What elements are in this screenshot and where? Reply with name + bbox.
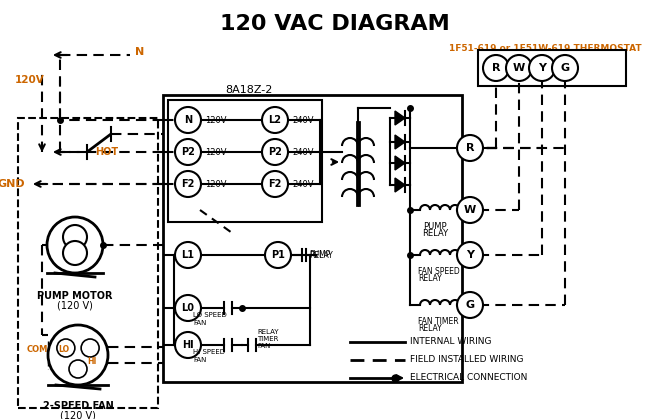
Text: RELAY: RELAY <box>257 329 279 335</box>
Text: HOT: HOT <box>95 147 118 157</box>
Bar <box>18 118 158 408</box>
Circle shape <box>69 360 87 378</box>
Circle shape <box>175 242 201 268</box>
Text: 240V: 240V <box>292 179 314 189</box>
Text: 120 VAC DIAGRAM: 120 VAC DIAGRAM <box>220 14 450 34</box>
Text: W: W <box>464 205 476 215</box>
Text: Y: Y <box>538 63 546 73</box>
Text: L1: L1 <box>182 250 194 260</box>
Circle shape <box>265 242 291 268</box>
Text: FAN: FAN <box>193 320 206 326</box>
Circle shape <box>175 107 201 133</box>
Text: 120V: 120V <box>205 116 226 124</box>
Text: 8A18Z-2: 8A18Z-2 <box>225 85 273 95</box>
Text: F2: F2 <box>182 179 195 189</box>
Text: W: W <box>513 63 525 73</box>
Text: 120V: 120V <box>15 75 45 85</box>
Circle shape <box>57 339 75 357</box>
Text: PUMP MOTOR: PUMP MOTOR <box>38 291 113 301</box>
Text: GND: GND <box>0 179 25 189</box>
Text: N: N <box>135 47 144 57</box>
Text: Y: Y <box>466 250 474 260</box>
Text: RELAY: RELAY <box>422 229 448 238</box>
Circle shape <box>47 217 103 273</box>
Text: FAN SPEED: FAN SPEED <box>418 267 460 276</box>
Bar <box>478 50 626 86</box>
Text: RELAY: RELAY <box>418 324 442 333</box>
Text: (120 V): (120 V) <box>57 301 93 311</box>
Text: HI SPEED: HI SPEED <box>193 349 225 355</box>
Text: RELAY: RELAY <box>309 251 333 260</box>
Text: 240V: 240V <box>292 147 314 157</box>
Text: FIELD INSTALLED WIRING: FIELD INSTALLED WIRING <box>410 355 523 365</box>
Text: P2: P2 <box>181 147 195 157</box>
Circle shape <box>175 295 201 321</box>
Circle shape <box>529 55 555 81</box>
Text: 2-SPEED FAN: 2-SPEED FAN <box>43 401 113 411</box>
Circle shape <box>262 107 288 133</box>
Circle shape <box>506 55 532 81</box>
Circle shape <box>483 55 509 81</box>
Text: L2: L2 <box>269 115 281 125</box>
Polygon shape <box>395 156 405 170</box>
Text: R: R <box>492 63 500 73</box>
Text: (120 V): (120 V) <box>60 411 96 419</box>
Text: RELAY: RELAY <box>418 274 442 283</box>
Circle shape <box>457 197 483 223</box>
Text: HI: HI <box>182 340 194 350</box>
Circle shape <box>175 171 201 197</box>
Circle shape <box>48 325 108 385</box>
Bar <box>163 95 462 382</box>
Text: LO SPEED: LO SPEED <box>193 312 226 318</box>
Text: F2: F2 <box>268 179 281 189</box>
Text: FAN TIMER: FAN TIMER <box>418 317 459 326</box>
Text: N: N <box>184 115 192 125</box>
Text: R: R <box>466 143 474 153</box>
Circle shape <box>457 135 483 161</box>
Text: COM: COM <box>27 346 48 354</box>
Circle shape <box>63 225 87 249</box>
Circle shape <box>63 241 87 265</box>
Text: TIMER: TIMER <box>257 336 278 342</box>
Text: 240V: 240V <box>292 116 314 124</box>
Text: P2: P2 <box>268 147 282 157</box>
Text: ELECTRICAL CONNECTION: ELECTRICAL CONNECTION <box>410 373 527 383</box>
Text: 120V: 120V <box>205 147 226 157</box>
Circle shape <box>457 242 483 268</box>
Circle shape <box>175 139 201 165</box>
Circle shape <box>262 139 288 165</box>
Text: LO: LO <box>58 344 70 354</box>
Text: P1: P1 <box>271 250 285 260</box>
Text: 1F51-619 or 1F51W-619 THERMOSTAT: 1F51-619 or 1F51W-619 THERMOSTAT <box>449 44 641 53</box>
Polygon shape <box>395 111 405 125</box>
Text: PUMP: PUMP <box>309 250 330 259</box>
Text: G: G <box>466 300 474 310</box>
Text: FAN: FAN <box>193 357 206 363</box>
Circle shape <box>175 332 201 358</box>
Circle shape <box>81 339 99 357</box>
Text: PUMP: PUMP <box>423 222 447 231</box>
Text: L0: L0 <box>182 303 194 313</box>
Text: INTERNAL WIRING: INTERNAL WIRING <box>410 337 492 347</box>
Text: FAN: FAN <box>257 343 271 349</box>
Bar <box>168 100 322 222</box>
Polygon shape <box>395 178 405 192</box>
Polygon shape <box>395 135 405 149</box>
Text: HI: HI <box>87 357 96 365</box>
Text: 120V: 120V <box>205 179 226 189</box>
Text: G: G <box>560 63 570 73</box>
Circle shape <box>262 171 288 197</box>
Circle shape <box>552 55 578 81</box>
Circle shape <box>457 292 483 318</box>
